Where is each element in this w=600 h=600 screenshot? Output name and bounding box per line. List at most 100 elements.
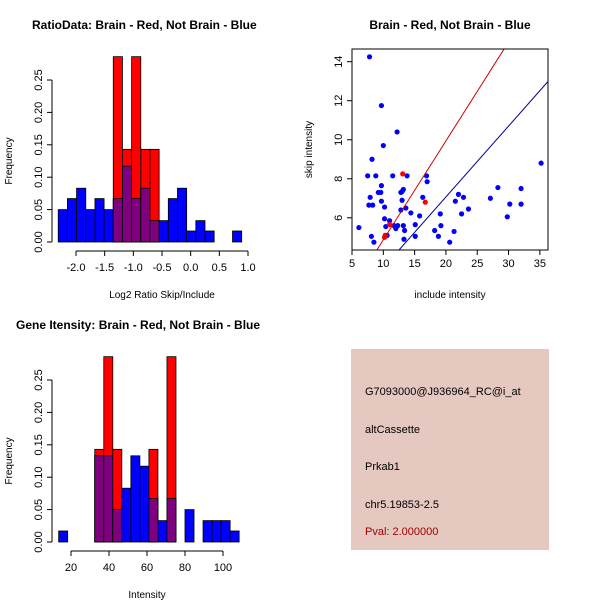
point-not-brain	[398, 207, 404, 213]
bar-overlap	[166, 498, 177, 543]
y-tick-label: 0.10	[33, 466, 45, 487]
point-not-brain	[460, 194, 467, 200]
x-tick-label: 5	[349, 258, 355, 270]
x-axis-label: Log2 Ratio Skip/Include	[109, 290, 215, 301]
point-not-brain	[386, 218, 393, 224]
y-tick-label: 10	[333, 134, 345, 146]
bar-not-brain	[211, 520, 222, 543]
point-not-brain	[356, 224, 362, 231]
bar-not-brain	[229, 530, 240, 543]
x-tick-label: 0.5	[212, 262, 227, 274]
y-tick-label: 8	[333, 176, 345, 182]
point-not-brain	[394, 129, 400, 135]
point-not-brain	[378, 189, 384, 196]
point-not-brain	[378, 183, 385, 189]
y-tick-label: 0.25	[33, 69, 45, 90]
point-not-brain	[381, 216, 388, 222]
point-not-brain	[390, 173, 396, 179]
point-not-brain	[378, 102, 385, 109]
point-not-brain	[368, 233, 375, 239]
y-tick-label: 6	[333, 215, 345, 221]
point-not-brain	[495, 184, 501, 191]
chart-title: Brain - Red, Not Brain - Blue	[369, 18, 531, 32]
x-tick-label: 40	[103, 562, 115, 574]
x-tick-label: 100	[214, 562, 232, 574]
bar-overlap	[112, 509, 123, 543]
bar-overlap	[122, 165, 133, 243]
bar-not-brain	[177, 187, 188, 243]
point-brain	[386, 222, 393, 228]
bar-not-brain	[220, 520, 231, 543]
point-not-brain	[373, 173, 379, 179]
bar-not-brain	[157, 520, 168, 543]
bar-overlap	[94, 455, 105, 543]
y-tick-label: 0.20	[33, 402, 45, 423]
x-axis-label: include intensity	[414, 290, 485, 301]
bar-not-brain	[130, 455, 141, 543]
x-tick-label: -1.0	[124, 262, 143, 274]
y-axis-label: Frequency	[4, 437, 15, 484]
point-not-brain	[380, 142, 386, 149]
point-not-brain	[369, 156, 375, 162]
point-not-brain	[465, 206, 472, 212]
point-not-brain	[367, 194, 373, 200]
point-not-brain	[451, 228, 457, 235]
x-tick-label: 80	[179, 562, 191, 574]
y-tick-label: 0.20	[33, 102, 45, 123]
chart-title: Gene Itensity: Brain - Red, Not Brain - …	[16, 318, 260, 332]
x-tick-label: -2.0	[67, 262, 86, 274]
point-not-brain	[366, 54, 373, 60]
x-tick-label: 25	[471, 258, 483, 270]
point-not-brain	[371, 239, 377, 245]
point-not-brain	[507, 201, 513, 207]
bar-overlap	[148, 498, 159, 543]
x-tick-label: 20	[65, 562, 77, 574]
y-tick-label: 0.00	[33, 231, 45, 252]
point-not-brain	[402, 227, 408, 234]
x-tick-label: 20	[440, 258, 452, 270]
y-tick-label: 0.15	[33, 134, 45, 155]
y-tick-label: 0.00	[33, 531, 45, 552]
point-not-brain	[412, 222, 418, 228]
bar-not-brain	[76, 187, 87, 243]
bar-not-brain	[167, 198, 178, 243]
info-panel: G7093000@J936964_RC@i_at altCassette Prk…	[351, 349, 549, 550]
point-not-brain	[458, 211, 465, 217]
plot-box	[351, 48, 549, 251]
bar-not-brain	[184, 509, 195, 543]
point-not-brain	[399, 197, 405, 203]
x-tick-label: 1.0	[240, 262, 255, 274]
bar-overlap	[149, 220, 160, 243]
point-not-brain	[504, 214, 510, 220]
bar-not-brain	[204, 230, 215, 243]
point-not-brain	[447, 239, 453, 245]
bar-overlap	[112, 198, 123, 243]
chart-title: RatioData: Brain - Red, Not Brain - Blue	[32, 18, 257, 32]
bar-not-brain	[67, 198, 77, 243]
point-not-brain	[400, 186, 406, 193]
fit-line-not-brain	[398, 81, 548, 250]
point-not-brain	[487, 195, 493, 201]
bar-not-brain	[139, 465, 150, 543]
x-tick-label: 35	[534, 258, 546, 270]
point-not-brain	[420, 194, 426, 200]
point-not-brain	[370, 202, 376, 208]
bar-not-brain	[103, 209, 114, 243]
point-not-brain	[378, 198, 385, 204]
x-tick-label: 15	[408, 258, 420, 270]
point-not-brain	[408, 210, 414, 216]
point-not-brain	[518, 201, 524, 207]
bar-not-brain	[121, 487, 132, 543]
point-brain	[422, 199, 428, 205]
fit-line-brain	[376, 49, 505, 250]
bar-overlap	[131, 198, 142, 243]
y-tick-label: 0.05	[33, 199, 45, 220]
point-not-brain	[518, 185, 524, 192]
bar-overlap	[140, 187, 151, 243]
gene-name: Prkab1	[365, 461, 400, 473]
x-tick-label: 60	[141, 562, 153, 574]
point-not-brain	[412, 233, 418, 239]
y-tick-label: 0.10	[33, 166, 45, 187]
